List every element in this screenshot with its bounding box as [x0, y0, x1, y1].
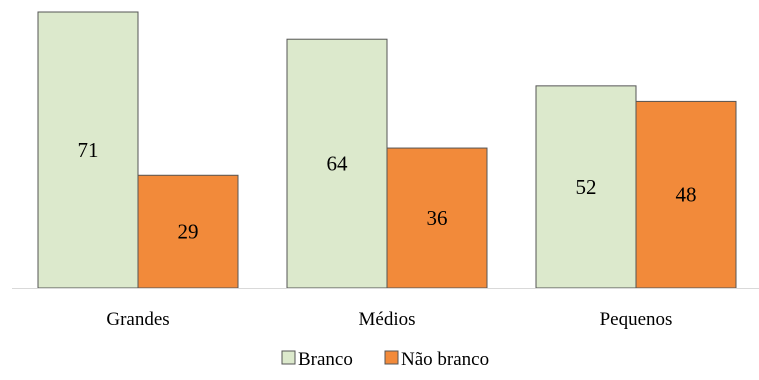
legend-swatch [281, 350, 296, 365]
bar-m-dios-series-1 [386, 147, 488, 289]
data-label: 64 [327, 152, 349, 176]
data-label: 48 [676, 183, 697, 207]
bar-pequenos-series-1 [635, 100, 737, 289]
legend-label: Branco [298, 349, 353, 370]
legend-swatch [384, 350, 399, 365]
data-label: 71 [78, 138, 99, 162]
legend-label: Não branco [401, 349, 489, 370]
data-label: 52 [576, 175, 597, 199]
bar-pequenos-series-0 [535, 85, 637, 289]
category-label: Pequenos [600, 309, 673, 330]
data-label: 29 [178, 220, 199, 244]
legend: Branco Não branco [281, 349, 489, 370]
bar-grandes-series-1 [137, 174, 239, 289]
bars-layer [37, 11, 737, 289]
labels-layer: 71 29 Grandes 64 36 Médios 52 48 Pequenos [78, 138, 697, 330]
bar-grandes-series-0 [37, 11, 139, 289]
bar-m-dios-series-0 [286, 38, 388, 289]
category-label: Grandes [106, 309, 169, 330]
data-label: 36 [427, 206, 448, 230]
category-label: Médios [359, 309, 416, 330]
